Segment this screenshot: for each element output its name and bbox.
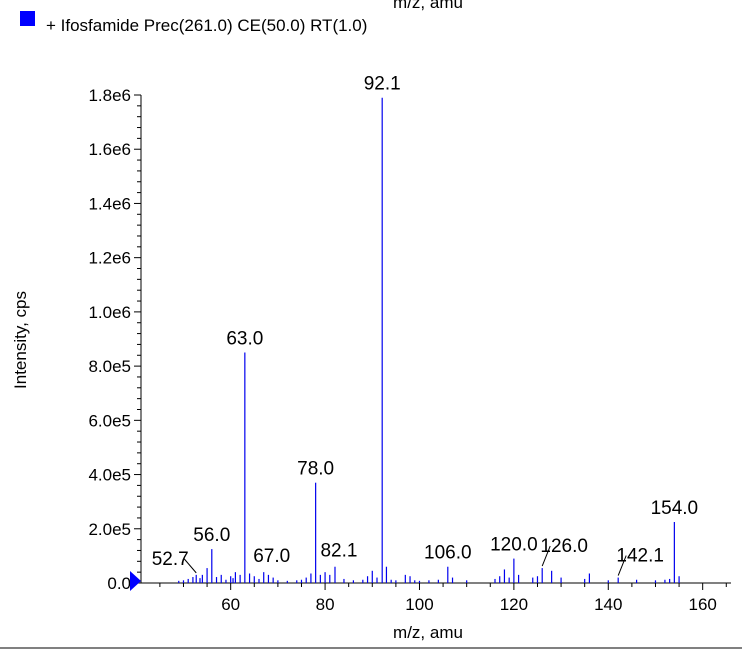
x-tick-label: 120 <box>500 595 528 614</box>
peak-label: 56.0 <box>193 525 230 546</box>
y-axis-ticks: 0.0 2.0e5 4.0e5 6.0e5 8.0e5 1.0e6 1.2e6 1.4e6 1.… <box>88 86 141 593</box>
peak-label-leader <box>617 555 627 576</box>
y-tick-label: 1.6e6 <box>88 140 131 159</box>
peak-label: 67.0 <box>253 546 290 567</box>
x-tick-label: 100 <box>405 595 433 614</box>
y-tick-label: 0.0 <box>107 574 131 593</box>
y-axis-title: Intensity, cps <box>11 291 30 389</box>
legend-series-label: + Ifosfamide Prec(261.0) CE(50.0) RT(1.0… <box>46 16 367 35</box>
peak-labels: 52.756.0 63.0 67.0 78.0 82.1 92.1 106.0 120.0 12… <box>152 74 698 576</box>
y-tick-label: 1.0e6 <box>88 303 131 322</box>
y-tick-label: 4.0e5 <box>88 466 131 485</box>
peak-label: 52.7 <box>152 549 189 570</box>
peak-label: 142.1 <box>616 546 664 567</box>
cropped-top-label: m/z, amu <box>393 0 463 12</box>
spectrum-peaks <box>178 97 680 583</box>
peak-label: 126.0 <box>540 536 588 557</box>
x-tick-label: 80 <box>316 595 335 614</box>
y-tick-label: 6.0e5 <box>88 411 131 430</box>
y-tick-label: 1.4e6 <box>88 194 131 213</box>
x-axis-ticks: 60 80 100 120 140 160 <box>159 583 727 614</box>
x-tick-label: 160 <box>688 595 716 614</box>
peak-label: 63.0 <box>226 329 263 350</box>
x-axis-title: m/z, amu <box>393 623 463 642</box>
peak-label: 120.0 <box>490 535 538 556</box>
peak-label: 92.1 <box>364 74 401 95</box>
y-tick-label: 8.0e5 <box>88 357 131 376</box>
origin-marker-icon <box>130 571 141 591</box>
x-tick-label: 140 <box>594 595 622 614</box>
y-tick-label: 2.0e5 <box>88 520 131 539</box>
peak-label: 82.1 <box>320 541 357 562</box>
peak-label: 106.0 <box>424 543 472 564</box>
x-tick-label: 60 <box>221 595 240 614</box>
legend: + Ifosfamide Prec(261.0) CE(50.0) RT(1.0… <box>20 11 367 35</box>
y-tick-label: 1.2e6 <box>88 249 131 268</box>
legend-color-swatch <box>20 11 35 26</box>
peak-label: 78.0 <box>297 459 334 480</box>
peak-label-leader <box>541 545 551 567</box>
y-tick-label: 1.8e6 <box>88 86 131 105</box>
peak-label-leader <box>183 558 197 574</box>
peak-label: 154.0 <box>651 498 699 519</box>
